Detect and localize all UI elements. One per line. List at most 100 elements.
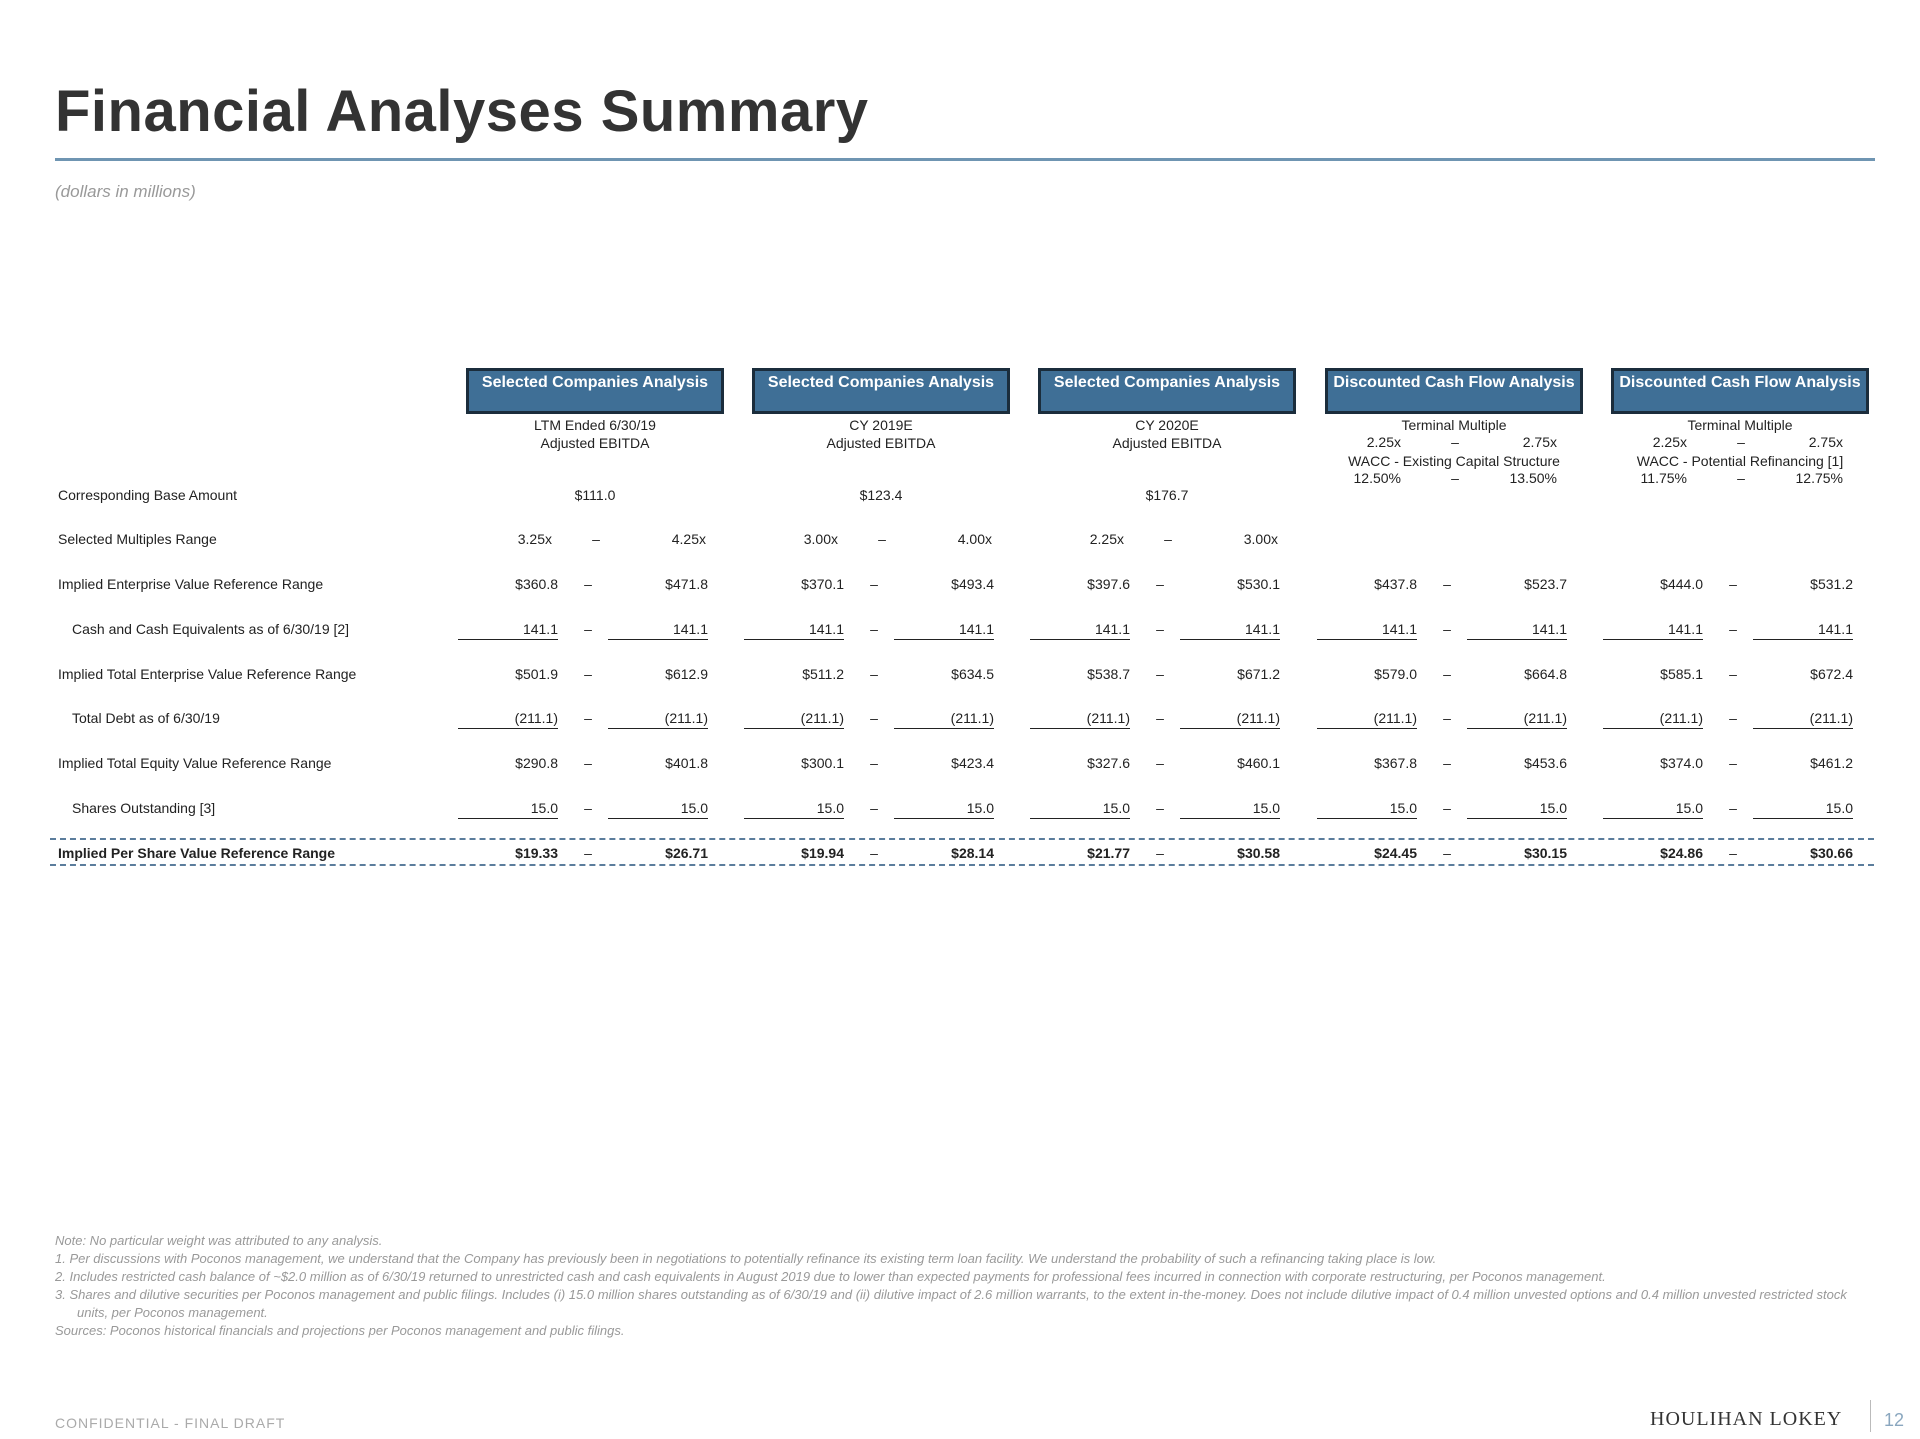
range-separator: – xyxy=(870,666,878,682)
range-separator: – xyxy=(584,621,592,637)
footer-divider xyxy=(1870,1400,1871,1432)
footnote-2: 2. Includes restricted cash balance of ~… xyxy=(55,1269,1606,1284)
tev-high: $634.5 xyxy=(951,666,994,682)
cash-high: 141.1 xyxy=(894,621,994,640)
range-separator: – xyxy=(1156,666,1164,682)
terminal-multiple-low: 2.25x xyxy=(1652,434,1687,450)
period-label: CY 2019E xyxy=(849,417,913,433)
row-label-shares: Shares Outstanding [3] xyxy=(72,800,216,816)
footnote-3: 3. Shares and dilutive securities per Po… xyxy=(55,1287,1847,1320)
cash-high: 141.1 xyxy=(608,621,708,640)
debt-high: (211.1) xyxy=(608,710,708,729)
multiple-low: 3.25x xyxy=(517,531,552,547)
base-amount: $111.0 xyxy=(574,487,616,503)
equity-high: $461.2 xyxy=(1810,755,1853,771)
houlihan-lokey-logo: HOULIHAN LOKEY xyxy=(1650,1408,1843,1430)
equity-high: $453.6 xyxy=(1524,755,1567,771)
debt-high: (211.1) xyxy=(1467,710,1567,729)
note-general: Note: No particular weight was attribute… xyxy=(55,1233,383,1248)
wacc-high: 13.50% xyxy=(1509,470,1557,486)
range-separator: – xyxy=(1156,576,1164,592)
cash-low: 141.1 xyxy=(744,621,844,640)
column-header-5: Discounted Cash Flow Analysis xyxy=(1611,368,1869,414)
shares-low: 15.0 xyxy=(458,800,558,819)
range-separator: – xyxy=(1443,576,1451,592)
debt-high: (211.1) xyxy=(1180,710,1280,729)
range-separator: – xyxy=(584,710,592,726)
footnote-1: 1. Per discussions with Poconos manageme… xyxy=(55,1251,1437,1266)
range-separator: – xyxy=(584,755,592,771)
ev-low: $397.6 xyxy=(1087,576,1130,592)
base-amount: $176.7 xyxy=(1145,487,1189,503)
column-header-1: Selected Companies Analysis xyxy=(466,368,724,414)
per-share-high: $30.58 xyxy=(1237,845,1280,861)
ev-low: $370.1 xyxy=(801,576,844,592)
debt-high: (211.1) xyxy=(894,710,994,729)
period-label: LTM Ended 6/30/19 xyxy=(534,417,656,433)
row-label-base: Corresponding Base Amount xyxy=(58,487,237,503)
range-separator: – xyxy=(1164,531,1172,547)
debt-high: (211.1) xyxy=(1753,710,1853,729)
per-share-high: $30.15 xyxy=(1524,845,1567,861)
shares-low: 15.0 xyxy=(744,800,844,819)
debt-low: (211.1) xyxy=(744,710,844,729)
equity-low: $374.0 xyxy=(1660,755,1703,771)
title-divider xyxy=(55,158,1875,161)
terminal-multiple-low: 2.25x xyxy=(1366,434,1401,450)
range-separator: – xyxy=(878,531,886,547)
multiple-high: 4.00x xyxy=(957,531,992,547)
wacc-low: 11.75% xyxy=(1640,470,1687,486)
ev-high: $531.2 xyxy=(1810,576,1853,592)
page-number: 12 xyxy=(1884,1410,1905,1430)
row-label-per-share: Implied Per Share Value Reference Range xyxy=(58,845,336,861)
per-share-low: $19.94 xyxy=(801,845,844,861)
cash-low: 141.1 xyxy=(1317,621,1417,640)
per-share-low: $21.77 xyxy=(1087,845,1130,861)
range-separator: – xyxy=(1729,845,1737,861)
range-separator: – xyxy=(1443,710,1451,726)
shares-low: 15.0 xyxy=(1603,800,1703,819)
cash-high: 141.1 xyxy=(1467,621,1567,640)
shares-high: 15.0 xyxy=(894,800,994,819)
shares-high: 15.0 xyxy=(1467,800,1567,819)
range-separator: – xyxy=(1156,800,1164,816)
wacc-label: WACC - Potential Refinancing [1] xyxy=(1636,453,1844,469)
multiple-high: 4.25x xyxy=(671,531,706,547)
tev-low: $538.7 xyxy=(1087,666,1130,682)
footnotes: Note: No particular weight was attribute… xyxy=(55,1232,1855,1340)
range-separator: – xyxy=(1737,470,1745,486)
ev-low: $444.0 xyxy=(1660,576,1703,592)
column-header-4: Discounted Cash Flow Analysis xyxy=(1325,368,1583,414)
period-label: CY 2020E xyxy=(1135,417,1199,433)
range-separator: – xyxy=(1443,666,1451,682)
per-share-highlight-row xyxy=(50,838,1874,866)
metric-label: Adjusted EBITDA xyxy=(1112,435,1222,451)
range-separator: – xyxy=(1729,576,1737,592)
terminal-multiple-high: 2.75x xyxy=(1522,434,1557,450)
range-separator: – xyxy=(1156,845,1164,861)
sources-note: Sources: Poconos historical financials a… xyxy=(55,1323,625,1338)
shares-high: 15.0 xyxy=(608,800,708,819)
equity-high: $401.8 xyxy=(665,755,708,771)
range-separator: – xyxy=(1443,800,1451,816)
range-separator: – xyxy=(870,800,878,816)
range-separator: – xyxy=(1451,470,1459,486)
cash-low: 141.1 xyxy=(1030,621,1130,640)
terminal-multiple-label: Terminal Multiple xyxy=(1687,417,1793,433)
multiple-low: 2.25x xyxy=(1089,531,1124,547)
range-separator: – xyxy=(870,710,878,726)
equity-low: $327.6 xyxy=(1087,755,1130,771)
range-separator: – xyxy=(870,755,878,771)
debt-low: (211.1) xyxy=(1030,710,1130,729)
debt-low: (211.1) xyxy=(1317,710,1417,729)
per-share-low: $19.33 xyxy=(515,845,558,861)
equity-high: $423.4 xyxy=(951,755,994,771)
debt-low: (211.1) xyxy=(458,710,558,729)
page-title: Financial Analyses Summary xyxy=(55,79,869,144)
cash-high: 141.1 xyxy=(1180,621,1280,640)
range-separator: – xyxy=(1443,755,1451,771)
shares-low: 15.0 xyxy=(1317,800,1417,819)
equity-high: $460.1 xyxy=(1237,755,1280,771)
confidential-label: CONFIDENTIAL - FINAL DRAFT xyxy=(55,1415,286,1431)
units-note: (dollars in millions) xyxy=(55,182,196,201)
